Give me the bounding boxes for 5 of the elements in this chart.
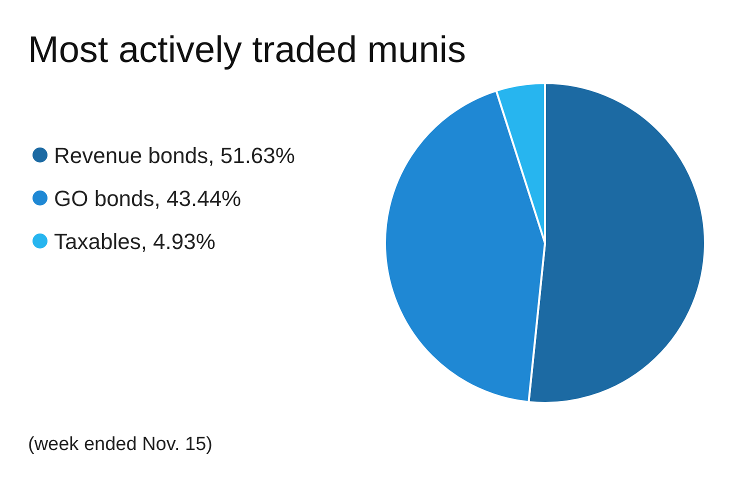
- legend-label: GO bonds, 43.44%: [54, 186, 242, 211]
- chart-title: Most actively traded munis: [28, 29, 466, 70]
- legend-label: Taxables, 4.93%: [54, 229, 216, 254]
- text: (week ended Nov. 15): [28, 434, 212, 455]
- legend-label: Revenue bonds, 51.63%: [54, 143, 295, 168]
